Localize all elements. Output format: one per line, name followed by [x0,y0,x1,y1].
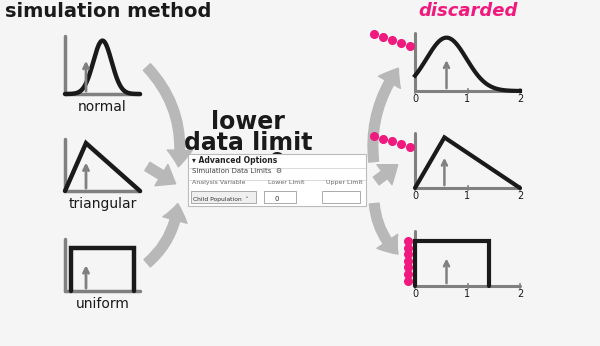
Text: 0: 0 [275,196,279,202]
Text: data limit: data limit [184,131,312,155]
Text: lower: lower [211,110,285,134]
Text: triangular: triangular [68,197,137,211]
FancyBboxPatch shape [191,191,256,203]
Text: Simulation Data Limits  ⚙: Simulation Data Limits ⚙ [192,168,282,174]
Text: Child Population  ˅: Child Population ˅ [193,197,248,202]
Text: 2: 2 [517,289,523,299]
Text: discarded: discarded [418,2,518,20]
FancyBboxPatch shape [188,154,366,206]
FancyBboxPatch shape [264,191,296,203]
Text: 1: 1 [464,289,470,299]
Text: ▾ Advanced Options: ▾ Advanced Options [192,156,277,165]
Text: 1: 1 [464,94,470,104]
Text: = 0: = 0 [241,151,285,175]
Text: 1: 1 [464,191,470,201]
Text: Upper Limit: Upper Limit [326,180,362,185]
FancyBboxPatch shape [322,191,360,203]
Text: 0: 0 [412,191,418,201]
Text: uniform: uniform [76,297,130,311]
Text: simulation method: simulation method [5,2,211,21]
Text: 2: 2 [517,191,523,201]
Text: 2: 2 [517,94,523,104]
Text: normal: normal [78,100,127,114]
Text: Analysis Variable: Analysis Variable [192,180,245,185]
Text: Lower Limit: Lower Limit [268,180,305,185]
Text: 0: 0 [412,94,418,104]
Text: 0: 0 [412,289,418,299]
